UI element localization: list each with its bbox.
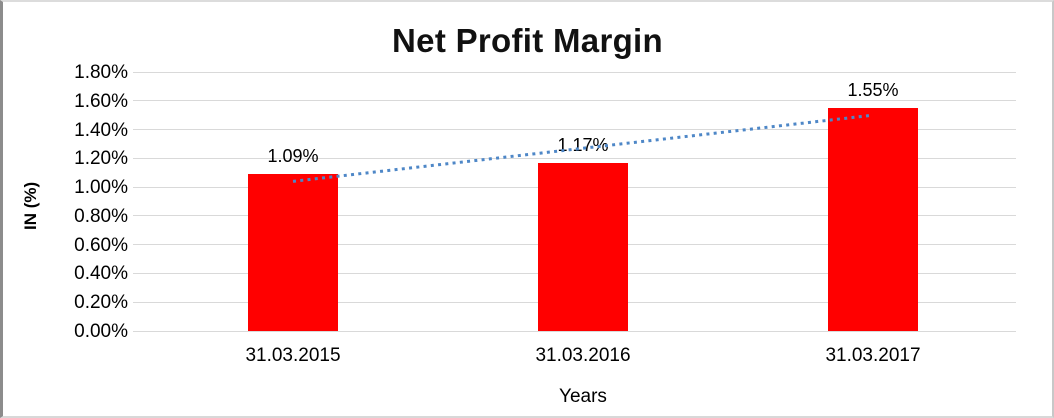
chart-title: Net Profit Margin [392, 22, 663, 59]
y-tick-label: 1.40% [74, 119, 128, 141]
y-tick-label: 0.00% [74, 321, 128, 342]
y-tick-label: 1.80% [74, 62, 128, 83]
y-tick-label: 1.00% [74, 177, 128, 199]
x-tick-label: 31.03.2017 [825, 345, 921, 366]
y-tick-label: 0.60% [74, 234, 128, 256]
bar-value-label: 1.09% [267, 146, 319, 167]
bar [828, 107, 918, 331]
gridline [133, 129, 1016, 131]
gridline [133, 71, 1016, 73]
gridline [133, 157, 1016, 159]
x-tick-label: 31.03.2015 [245, 345, 341, 366]
gridline [133, 100, 1016, 102]
gridline [133, 330, 1016, 332]
bar [248, 174, 338, 331]
y-tick-label: 1.20% [74, 148, 128, 170]
bar-value-label: 1.55% [847, 79, 899, 100]
y-tick-label: 1.60% [74, 90, 128, 112]
x-tick-label: 31.03.2016 [535, 345, 631, 366]
y-tick-label: 0.80% [74, 205, 128, 227]
y-tick-label: 0.40% [74, 263, 128, 285]
trendline-dotted-line [292, 113, 874, 183]
y-tick-label: 0.20% [74, 292, 128, 314]
bar [538, 162, 628, 331]
x-axis-title: Years [559, 386, 607, 407]
trendline [292, 113, 874, 183]
